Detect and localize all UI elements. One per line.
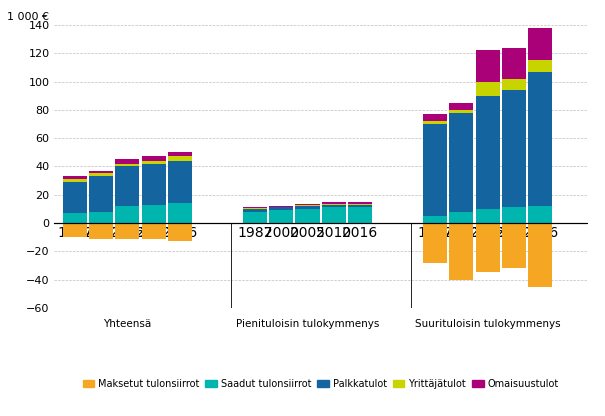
Bar	[168, 161, 192, 203]
Bar	[423, 223, 447, 262]
Bar	[423, 216, 447, 223]
Bar	[528, 72, 552, 206]
Bar	[502, 223, 526, 268]
Bar	[62, 182, 87, 213]
Bar	[115, 223, 139, 238]
Bar	[269, 208, 293, 210]
Bar	[450, 113, 474, 212]
Bar	[348, 205, 372, 208]
Bar	[62, 213, 87, 223]
Bar	[450, 212, 474, 223]
Bar	[476, 209, 500, 223]
Bar	[322, 205, 346, 208]
Bar	[142, 156, 166, 161]
Text: Pienituloisin tulokymmenys: Pienituloisin tulokymmenys	[236, 319, 379, 329]
Bar	[528, 223, 552, 287]
Bar	[243, 208, 267, 209]
Bar	[423, 121, 447, 124]
Bar	[243, 212, 267, 223]
Bar	[142, 205, 166, 223]
Bar	[62, 176, 87, 179]
Bar	[295, 204, 319, 205]
Text: 1 000 €: 1 000 €	[7, 12, 48, 22]
Bar	[89, 173, 113, 176]
Bar	[502, 208, 526, 223]
Bar	[269, 210, 293, 223]
Bar	[348, 208, 372, 223]
Bar	[115, 166, 139, 206]
Bar	[476, 96, 500, 209]
Bar	[450, 103, 474, 110]
Bar	[243, 209, 267, 212]
Bar	[502, 90, 526, 208]
Bar	[168, 152, 192, 156]
Bar	[450, 223, 474, 280]
Bar	[476, 50, 500, 82]
Bar	[62, 179, 87, 182]
Bar	[423, 114, 447, 121]
Bar	[89, 212, 113, 223]
Bar	[322, 208, 346, 223]
Bar	[528, 60, 552, 72]
Bar	[502, 79, 526, 90]
Bar	[168, 203, 192, 223]
Bar	[269, 207, 293, 208]
Bar	[89, 176, 113, 212]
Bar	[348, 203, 372, 204]
Text: Suurituloisin tulokymmenys: Suurituloisin tulokymmenys	[415, 319, 560, 329]
Bar	[322, 223, 346, 224]
Bar	[115, 163, 139, 166]
Bar	[115, 206, 139, 223]
Bar	[269, 206, 293, 207]
Bar	[243, 223, 267, 224]
Bar	[115, 159, 139, 163]
Bar	[142, 161, 166, 163]
Bar	[168, 156, 192, 161]
Text: Yhteensä: Yhteensä	[103, 319, 151, 329]
Bar	[322, 203, 346, 204]
Bar	[476, 223, 500, 272]
Bar	[89, 223, 113, 238]
Bar	[269, 223, 293, 224]
Bar	[295, 206, 319, 209]
Bar	[528, 28, 552, 60]
Bar	[142, 223, 166, 238]
Bar	[502, 47, 526, 79]
Bar	[450, 110, 474, 113]
Bar	[142, 163, 166, 205]
Bar	[168, 223, 192, 241]
Bar	[348, 223, 372, 224]
Bar	[295, 209, 319, 223]
Bar	[89, 171, 113, 173]
Bar	[348, 204, 372, 205]
Bar	[423, 124, 447, 216]
Bar	[62, 223, 87, 237]
Bar	[322, 204, 346, 205]
Bar	[295, 223, 319, 224]
Bar	[295, 205, 319, 206]
Bar	[476, 82, 500, 96]
Bar	[528, 206, 552, 223]
Legend: Maksetut tulonsiirrot, Saadut tulonsiirrot, Palkkatulot, Yrittäjätulot, Omaisuus: Maksetut tulonsiirrot, Saadut tulonsiirr…	[79, 375, 563, 393]
